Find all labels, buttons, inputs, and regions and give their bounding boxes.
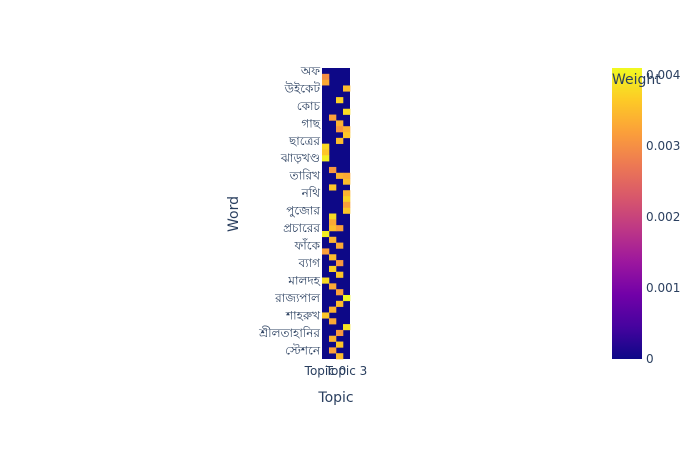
- heatmap-cell: [336, 225, 344, 232]
- y-tick-label: অফ: [300, 64, 320, 78]
- heatmap-cell: [322, 155, 330, 162]
- colorbar-tick-label: 0: [646, 352, 654, 366]
- heatmap-cell: [343, 294, 351, 302]
- y-tick-label: শ্রীলতাহানির: [258, 325, 320, 340]
- heatmap-cell: [322, 312, 330, 319]
- y-axis-title: Word: [226, 196, 242, 232]
- heatmap-cell: [336, 242, 344, 249]
- colorbar-tick-label: 0.001: [646, 281, 680, 295]
- heatmap-cell: [329, 114, 337, 121]
- heatmap-cell: [329, 283, 337, 290]
- heatmap-cell: [343, 201, 351, 208]
- heatmap-cell: [322, 277, 330, 284]
- y-tick-label: প্রচারের: [283, 221, 320, 235]
- heatmap-cell: [343, 108, 351, 115]
- y-tick-label: গাছ: [301, 116, 320, 130]
- colorbar-tick-label: 0.004: [646, 68, 680, 82]
- heatmap-cell: [329, 306, 337, 313]
- heatmap-cell: [336, 353, 344, 360]
- heatmap-cell: [329, 254, 337, 261]
- heatmap-cell: [322, 91, 330, 98]
- heatmap-cell: [329, 225, 337, 232]
- heatmap-cell: [322, 102, 330, 110]
- heatmap-cells: [322, 68, 351, 360]
- heatmap-cell: [322, 149, 330, 156]
- colorbar-title: Weight: [612, 72, 661, 88]
- heatmap-cell: [329, 219, 337, 226]
- y-tick-label: স্টেশনে: [285, 343, 321, 357]
- heatmap-cell: [322, 85, 330, 92]
- heatmap-cell: [329, 265, 337, 272]
- heatmap-cell: [343, 178, 351, 185]
- heatmap-cell: [336, 137, 344, 144]
- y-tick-label: মালদহ: [287, 273, 320, 287]
- heatmap-cell: [329, 166, 337, 174]
- colorbar-tick-label: 0.003: [646, 139, 680, 153]
- heatmap-cell: [343, 85, 351, 92]
- y-tick-label: কোচ: [297, 99, 321, 113]
- heatmap-cell: [322, 230, 330, 238]
- heatmap-cell: [329, 184, 337, 191]
- heatmap-cell: [322, 73, 330, 80]
- heatmap-cell: [329, 335, 337, 342]
- heatmap-cell: [336, 341, 344, 348]
- heatmap-cell: [322, 248, 330, 255]
- heatmap-cell: [343, 132, 351, 139]
- heatmap-cell: [336, 126, 344, 133]
- heatmap-cell: [336, 329, 344, 337]
- heatmap-cell: [329, 236, 337, 243]
- heatmap-cell: [329, 347, 337, 354]
- y-tick-label: পুজোর: [286, 204, 320, 219]
- heatmap-cell: [343, 190, 351, 197]
- heatmap-cell: [336, 97, 344, 104]
- heatmap-cell: [322, 143, 330, 150]
- heatmap-cell: [329, 318, 337, 325]
- y-tick-label: উইকেট: [284, 81, 321, 95]
- heatmap-cell: [343, 324, 351, 331]
- y-tick-label: শাহরুখ: [285, 308, 321, 322]
- heatmap-cell: [336, 260, 344, 267]
- colorbar-ticks: 0 0.001 0.002 0.003 0.004: [646, 68, 680, 366]
- heatmap-cell: [343, 196, 351, 203]
- heatmap-cell: [322, 79, 330, 86]
- colorbar: [612, 68, 642, 359]
- heatmap-cell: [343, 207, 351, 214]
- heatmap-cell: [336, 289, 344, 296]
- colorbar-tick-label: 0.002: [646, 210, 680, 224]
- x-tick-label: Topic 3: [325, 364, 368, 378]
- y-tick-label: ছাত্রের: [288, 134, 320, 148]
- heatmap-cell: [343, 126, 351, 133]
- heatmap-cell: [336, 271, 344, 278]
- y-tick-label: ঝাড়খণ্ড: [280, 151, 320, 165]
- heatmap-cell: [329, 213, 337, 220]
- heatmap-cell: [336, 172, 344, 179]
- heatmap-cell: [336, 120, 344, 127]
- y-tick-label: নথি: [301, 186, 321, 200]
- heatmap-cell: [343, 172, 351, 179]
- y-tick-label: তারিখ: [289, 169, 322, 183]
- y-axis-ticks: অফ উইকেট কোচ গাছ ছাত্রের ঝাড়খণ্ড তারিখ নথি পুজো…: [258, 64, 321, 357]
- y-tick-label: রাজ্যপাল: [274, 291, 321, 305]
- x-tick-label: Topic 0: [304, 364, 347, 378]
- x-axis-title: Topic: [317, 390, 353, 406]
- heatmap-cell: [336, 300, 344, 307]
- y-tick-label: ফাঁকে: [294, 238, 321, 253]
- y-tick-label: ব্যাগ: [297, 256, 321, 270]
